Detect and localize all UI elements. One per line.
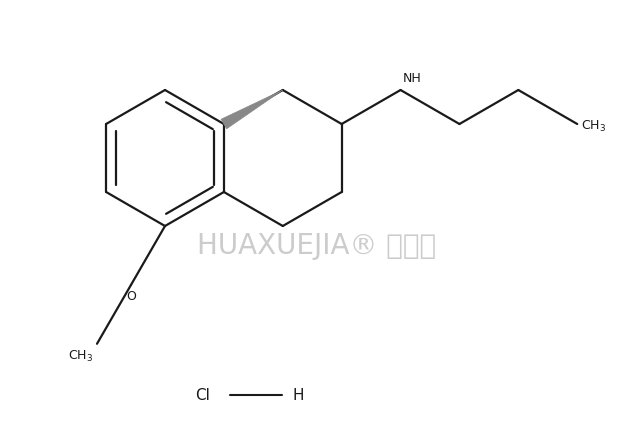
Text: O: O [126, 290, 136, 303]
Text: Cl: Cl [195, 388, 210, 403]
Text: HUAXUEJIA® 化学加: HUAXUEJIA® 化学加 [197, 232, 437, 260]
Text: CH$_3$: CH$_3$ [68, 349, 93, 364]
Text: NH: NH [403, 72, 422, 85]
Polygon shape [221, 90, 283, 129]
Text: CH$_3$: CH$_3$ [581, 118, 606, 134]
Text: H: H [292, 388, 304, 403]
